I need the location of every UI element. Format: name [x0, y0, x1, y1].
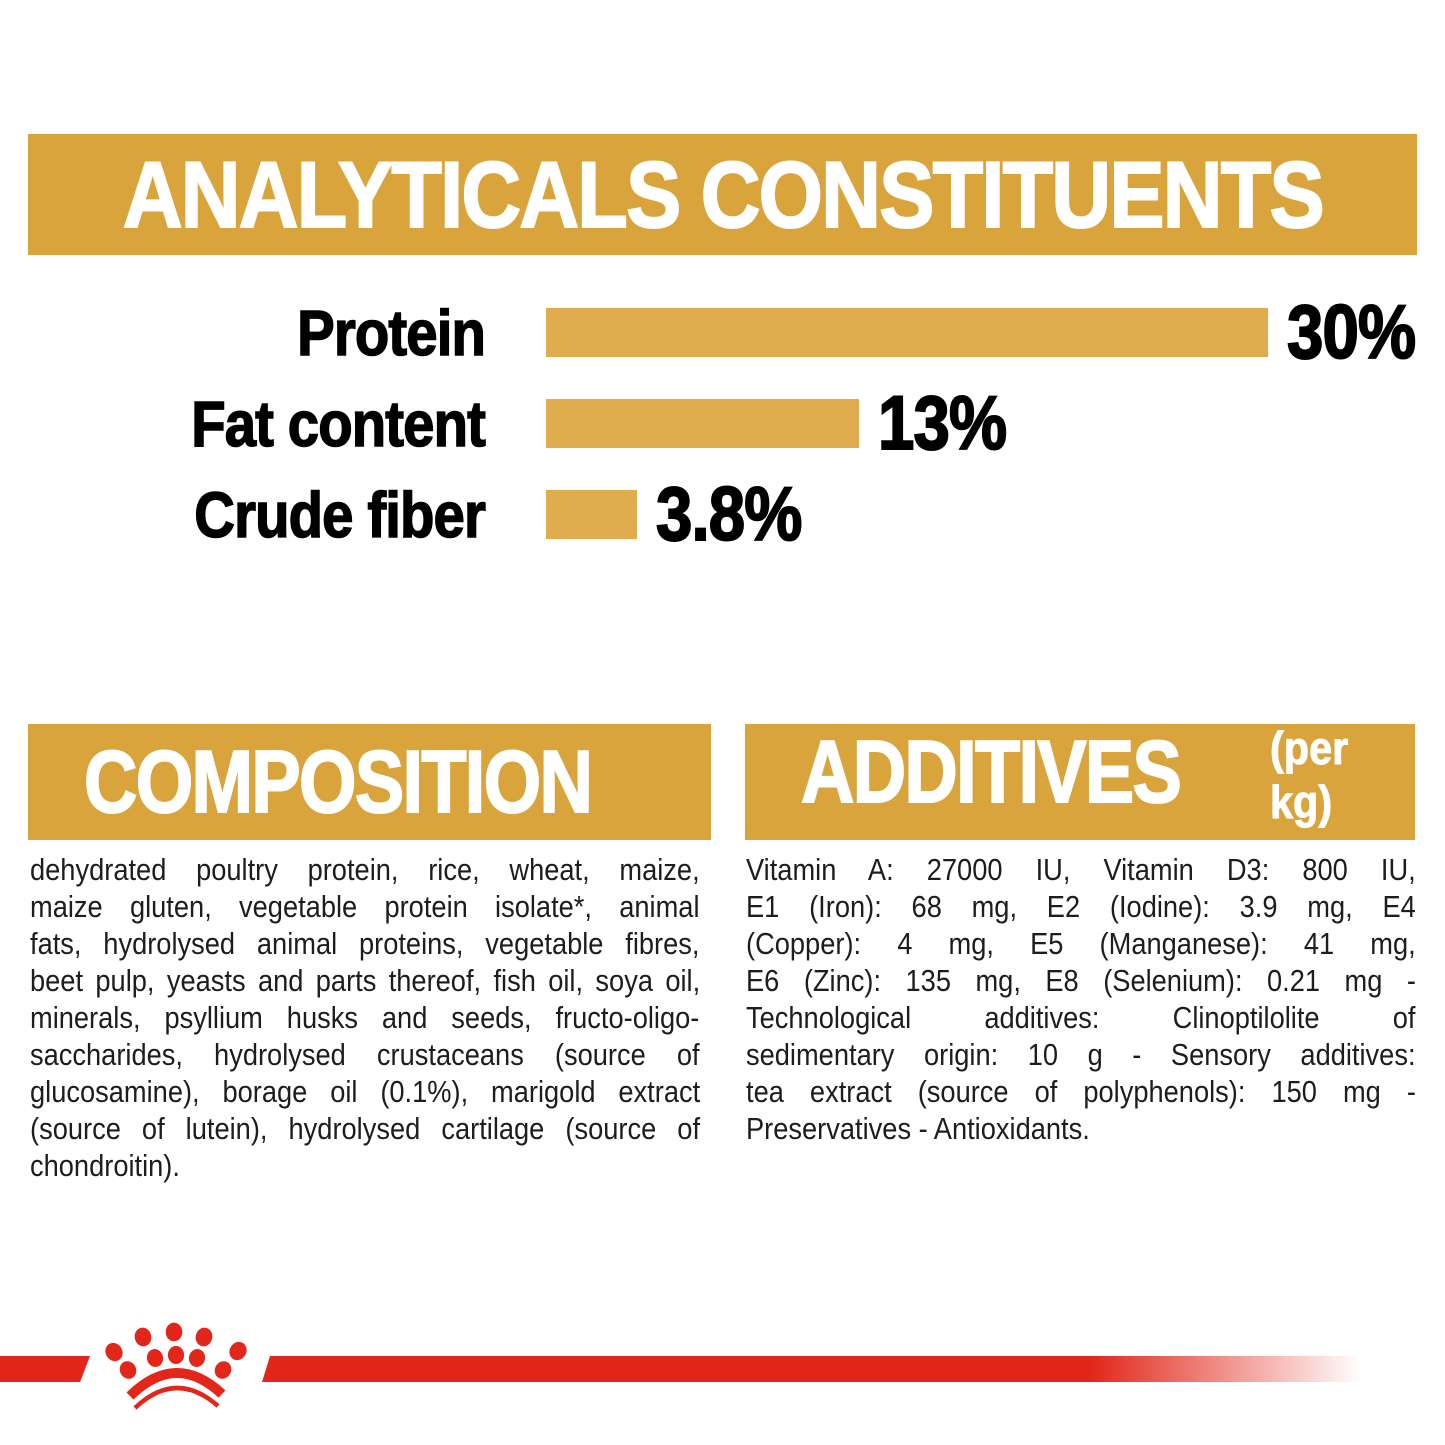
text-line: glucosamine), borage oil (0.1%), marigol… — [30, 1074, 701, 1109]
additives-section-header: ADDITIVES (per kg) — [745, 721, 1415, 843]
text-line: chondroitin). — [30, 1148, 180, 1183]
row-label-fat-content: Fat content — [191, 387, 487, 461]
royal-canin-crown-logo — [105, 1322, 247, 1410]
text-line: fats, hydrolysed animal proteins, vegeta… — [30, 926, 700, 961]
text-line: Technological additives: Clinoptilolite … — [746, 1000, 1416, 1035]
value-bar-protein — [546, 308, 1268, 357]
analytical-constituents-chart: Protein 30% Fat content 13% Crude fiber … — [0, 289, 1445, 581]
value-label-fat-content: 13% — [877, 380, 1008, 467]
value-label-crude-fiber: 3.8% — [655, 471, 803, 558]
text-line: saccharides, hydrolysed crustaceans (sou… — [30, 1037, 700, 1072]
composition-heading: COMPOSITION — [83, 731, 594, 832]
additives-heading-wrap: ADDITIVES (per kg) — [745, 721, 1415, 843]
crown-arcs — [126, 1368, 226, 1410]
text-line: Vitamin A: 27000 IU, Vitamin D3: 800 IU, — [746, 852, 1416, 887]
value-label-protein: 30% — [1286, 289, 1417, 376]
text-line: (Copper): 4 mg, E5 (Manganese): 41 mg, — [746, 926, 1416, 961]
chart-row: Protein 30% — [0, 289, 1445, 376]
text-line: (source of lutein), hydrolysed cartilage… — [30, 1111, 701, 1146]
page-title: ANALYTICALS CONSTITUENTS — [122, 141, 1326, 248]
text-line: tea extract (source of polyphenols): 150… — [746, 1074, 1416, 1109]
text-line: maize gluten, vegetable protein isolate*… — [30, 889, 700, 924]
text-line: minerals, psyllium husks and seeds, fruc… — [30, 1000, 700, 1035]
chart-row: Crude fiber 3.8% — [0, 471, 1445, 558]
text-line: dehydrated poultry protein, rice, wheat,… — [30, 852, 700, 887]
text-line: beet pulp, yeasts and parts thereof, fis… — [30, 963, 701, 998]
per-kg-suffix: (per kg) — [1270, 722, 1349, 829]
text-line: E6 (Zinc): 135 mg, E8 (Selenium): 0.21 m… — [746, 963, 1416, 998]
text-line: sedimentary origin: 10 g - Sensory addit… — [746, 1037, 1416, 1072]
composition-text: dehydrated poultry protein, rice, wheat,… — [30, 851, 700, 1184]
analyticals-header-bar: ANALYTICALS CONSTITUENTS — [28, 134, 1417, 255]
brand-stripe-left — [0, 1356, 90, 1382]
value-bar-crude-fiber — [546, 490, 637, 539]
additives-heading: ADDITIVES — [800, 721, 1183, 822]
row-label-protein: Protein — [296, 296, 486, 370]
composition-section-header: COMPOSITION — [28, 724, 711, 840]
value-bar-fat-content — [546, 399, 859, 448]
crown-dots — [105, 1322, 247, 1379]
text-line: Preservatives - Antioxidants. — [746, 1111, 1090, 1146]
text-line: E1 (Iron): 68 mg, E2 (Iodine): 3.9 mg, E… — [746, 889, 1416, 924]
chart-row: Fat content 13% — [0, 380, 1445, 467]
additives-text: Vitamin A: 27000 IU, Vitamin D3: 800 IU,… — [746, 851, 1416, 1147]
brand-stripe-right — [262, 1356, 1445, 1382]
row-label-crude-fiber: Crude fiber — [194, 478, 487, 552]
